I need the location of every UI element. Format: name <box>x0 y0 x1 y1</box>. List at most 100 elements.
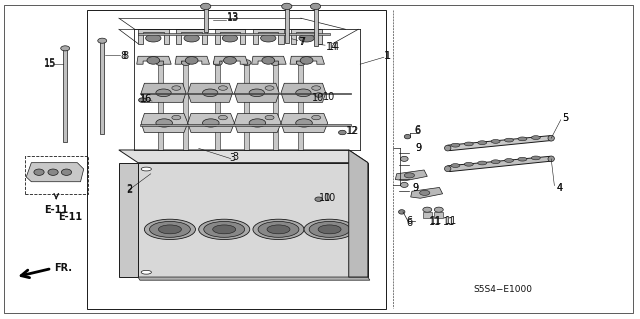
Polygon shape <box>137 56 172 64</box>
Text: 11: 11 <box>429 217 441 227</box>
Ellipse shape <box>339 130 346 135</box>
Text: 10: 10 <box>323 92 335 102</box>
Ellipse shape <box>202 89 218 97</box>
Text: 9: 9 <box>413 183 419 193</box>
Ellipse shape <box>445 166 451 172</box>
Bar <box>423 212 432 218</box>
Bar <box>435 212 444 218</box>
Ellipse shape <box>548 156 554 162</box>
Polygon shape <box>234 114 281 132</box>
Text: 6: 6 <box>415 125 420 135</box>
Text: 11: 11 <box>444 217 456 227</box>
Ellipse shape <box>141 167 152 171</box>
Ellipse shape <box>156 89 172 97</box>
Ellipse shape <box>404 134 411 139</box>
Ellipse shape <box>435 207 444 212</box>
Ellipse shape <box>212 225 236 234</box>
Ellipse shape <box>491 139 500 143</box>
Ellipse shape <box>445 145 451 151</box>
Polygon shape <box>138 29 169 44</box>
Text: 6: 6 <box>406 218 412 228</box>
Text: S5S4−E1000: S5S4−E1000 <box>473 285 532 294</box>
Polygon shape <box>26 163 84 182</box>
Text: 10: 10 <box>324 193 336 203</box>
Text: 11: 11 <box>445 216 457 226</box>
Text: 13: 13 <box>227 13 239 23</box>
Text: 11: 11 <box>430 216 442 226</box>
Polygon shape <box>290 56 324 64</box>
Text: 7: 7 <box>298 37 305 47</box>
Text: 4: 4 <box>556 183 563 193</box>
Ellipse shape <box>304 219 355 240</box>
Ellipse shape <box>267 225 290 234</box>
Bar <box>138 33 330 35</box>
Text: 14: 14 <box>328 42 340 52</box>
Ellipse shape <box>420 190 430 196</box>
Ellipse shape <box>258 221 299 237</box>
Polygon shape <box>252 56 286 64</box>
Bar <box>273 64 278 150</box>
Ellipse shape <box>282 3 292 10</box>
Bar <box>140 124 351 125</box>
Ellipse shape <box>185 56 198 64</box>
Text: E-11: E-11 <box>58 212 83 222</box>
Ellipse shape <box>34 169 44 175</box>
Ellipse shape <box>352 167 362 171</box>
Ellipse shape <box>491 160 500 164</box>
Ellipse shape <box>249 119 266 127</box>
Polygon shape <box>119 150 368 163</box>
Polygon shape <box>253 29 284 44</box>
Ellipse shape <box>315 197 323 201</box>
Ellipse shape <box>139 98 147 102</box>
Polygon shape <box>281 114 328 132</box>
Polygon shape <box>141 114 188 132</box>
Ellipse shape <box>198 219 250 240</box>
Text: 8: 8 <box>122 51 128 61</box>
Ellipse shape <box>465 142 473 146</box>
Ellipse shape <box>504 159 513 162</box>
Text: E-11: E-11 <box>44 205 68 215</box>
Bar <box>285 8 289 43</box>
Text: 5: 5 <box>563 113 569 123</box>
Text: 5: 5 <box>563 113 569 122</box>
Ellipse shape <box>531 136 540 139</box>
Bar <box>25 156 88 195</box>
Ellipse shape <box>401 156 408 161</box>
Ellipse shape <box>309 221 350 237</box>
Bar <box>140 93 351 94</box>
Ellipse shape <box>300 56 313 64</box>
Ellipse shape <box>399 210 405 214</box>
Ellipse shape <box>146 34 161 42</box>
Ellipse shape <box>518 137 527 141</box>
Text: 10: 10 <box>319 193 331 203</box>
Ellipse shape <box>147 56 160 64</box>
Ellipse shape <box>296 60 305 65</box>
Ellipse shape <box>98 38 107 43</box>
Polygon shape <box>411 188 443 198</box>
Ellipse shape <box>156 60 165 65</box>
Text: 3: 3 <box>229 153 236 163</box>
Bar <box>100 42 104 134</box>
Ellipse shape <box>265 86 274 90</box>
Polygon shape <box>448 156 552 172</box>
Text: 2: 2 <box>126 184 132 194</box>
Polygon shape <box>138 277 370 280</box>
Text: 15: 15 <box>44 59 56 69</box>
Ellipse shape <box>181 60 190 65</box>
Bar <box>298 64 303 150</box>
Ellipse shape <box>61 46 70 51</box>
Ellipse shape <box>423 207 432 212</box>
Text: 9: 9 <box>413 183 419 193</box>
Ellipse shape <box>204 221 244 237</box>
Polygon shape <box>396 170 428 181</box>
Text: 4: 4 <box>556 183 563 193</box>
Ellipse shape <box>218 86 227 90</box>
Ellipse shape <box>315 93 323 97</box>
Ellipse shape <box>218 115 227 120</box>
Bar <box>183 64 188 150</box>
Polygon shape <box>291 29 322 44</box>
Ellipse shape <box>156 119 173 127</box>
Ellipse shape <box>222 34 237 42</box>
Ellipse shape <box>159 225 181 234</box>
Ellipse shape <box>145 219 195 240</box>
